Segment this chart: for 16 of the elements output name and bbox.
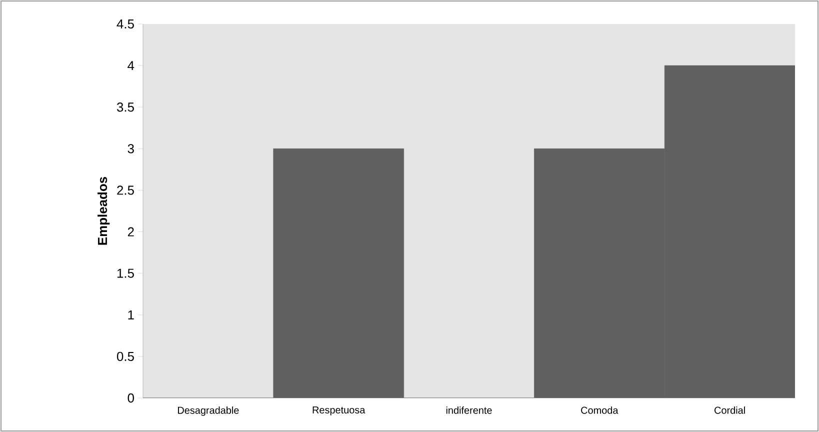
y-tick-label: 4	[128, 61, 134, 70]
x-tick-label: Comoda	[581, 406, 618, 414]
x-tick-label: indiferente	[446, 406, 492, 414]
y-tick-label: 1	[128, 310, 134, 320]
x-tick-label: Desagradable	[178, 406, 239, 416]
y-axis-title: Empleados	[98, 176, 110, 245]
y-tick-label: 3.5	[116, 102, 134, 112]
y-tick-label: 4.5	[116, 19, 134, 29]
y-tick-label: 2.5	[117, 186, 134, 195]
x-tick-label: Cordial	[714, 406, 745, 414]
x-tick-label: Respetuosa	[312, 406, 366, 416]
y-tick-label: 3	[128, 144, 134, 154]
y-tick-label: 0.5	[116, 352, 134, 362]
y-tick-label: 0	[128, 393, 134, 403]
y-tick-label: 1.5	[117, 268, 134, 278]
y-tick-label: 2	[128, 227, 134, 236]
